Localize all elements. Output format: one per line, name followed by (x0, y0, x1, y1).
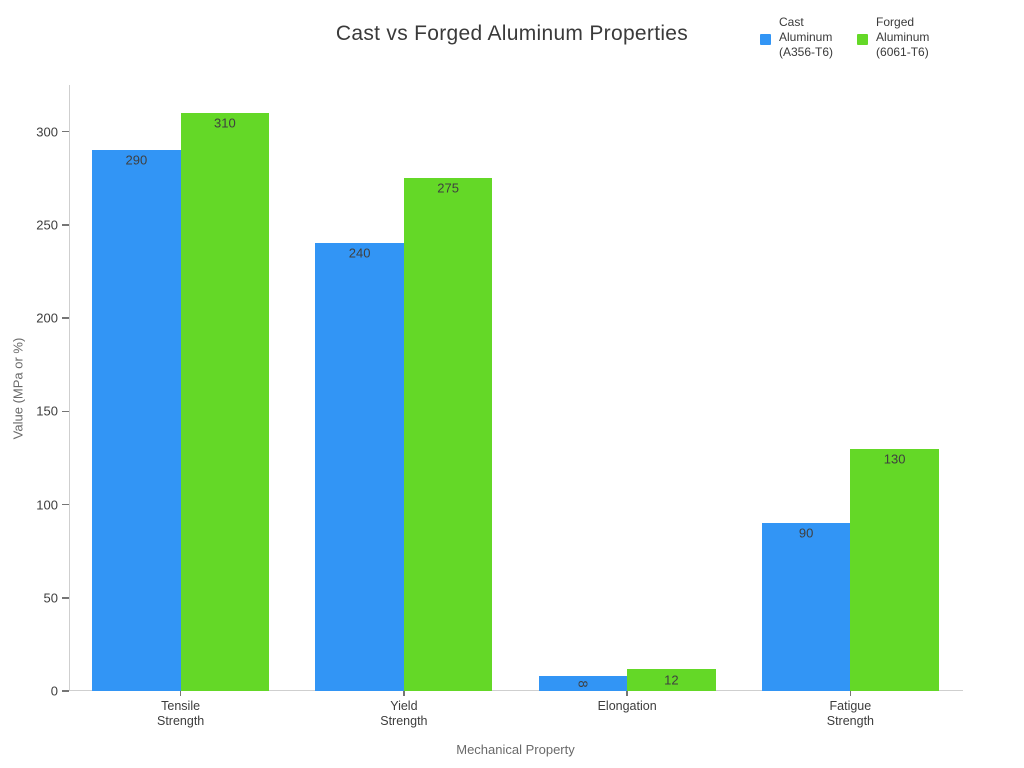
x-axis-label: Mechanical Property (456, 742, 575, 757)
x-tick-mark (626, 691, 628, 696)
chart-title: Cast vs Forged Aluminum Properties (335, 22, 689, 45)
y-tick-label: 200 (36, 310, 58, 326)
bar-value-label: 8 (575, 679, 591, 688)
x-tick-mark (403, 691, 405, 696)
y-tick-mark (62, 690, 69, 692)
y-tick-label: 250 (36, 217, 58, 233)
plot-area: 290 240 8 90 310 275 12 130 (69, 85, 963, 691)
bar-value-label: 275 (437, 180, 459, 196)
bar-cast-0 (92, 150, 181, 691)
y-tick-label: 300 (36, 124, 58, 140)
y-tick-mark (62, 224, 69, 226)
bar-forged-2 (627, 668, 716, 691)
y-axis-spine (69, 85, 70, 691)
legend-item-label: Forged Aluminum (6061-T6) (876, 15, 930, 59)
y-tick-mark (62, 410, 69, 413)
x-tick-label: Fatigue Strength (826, 699, 874, 728)
legend-item-forged: Forged Aluminum (6061-T6) (857, 15, 929, 60)
x-tick-label: Elongation (597, 699, 657, 713)
bar-forged-0 (180, 112, 270, 691)
legend-swatch-icon (760, 34, 771, 45)
bar-cast-3 (761, 523, 851, 691)
x-tick-label: Yield Strength (380, 699, 428, 728)
y-axis-label: Value (MPa or %) (10, 337, 26, 440)
bar-value-label: 310 (214, 115, 236, 131)
y-tick-label: 100 (36, 497, 58, 513)
legend-item-label: Cast Aluminum (A356-T6) (779, 15, 834, 59)
x-tick-mark (179, 691, 182, 696)
x-tick-mark (849, 691, 852, 696)
y-tick-label: 50 (43, 590, 58, 606)
bar-cast-1 (315, 243, 404, 691)
legend-swatch-icon (857, 34, 869, 45)
bar-value-label: 130 (883, 451, 906, 467)
x-tick-label: Tensile Strength (156, 699, 205, 728)
bar-forged-1 (403, 178, 493, 691)
y-tick-mark (62, 597, 69, 599)
legend-item-cast: Cast Aluminum (A356-T6) (760, 15, 833, 60)
bar-cast-2 (538, 676, 628, 691)
bar-forged-3 (850, 448, 939, 691)
y-tick-mark (62, 503, 69, 506)
bar-value-label: 12 (664, 672, 679, 688)
bar-value-label: 90 (798, 525, 814, 541)
y-tick-label: 150 (36, 403, 58, 419)
y-tick-label: 0 (50, 683, 58, 699)
bar-value-label: 290 (125, 152, 148, 168)
x-axis-spine (69, 690, 963, 691)
legend: Cast Aluminum (A356-T6) Forged Aluminum (6061… (760, 15, 929, 60)
y-tick-mark (62, 130, 69, 133)
bar-value-label: 240 (348, 245, 371, 261)
y-tick-mark (62, 317, 69, 319)
